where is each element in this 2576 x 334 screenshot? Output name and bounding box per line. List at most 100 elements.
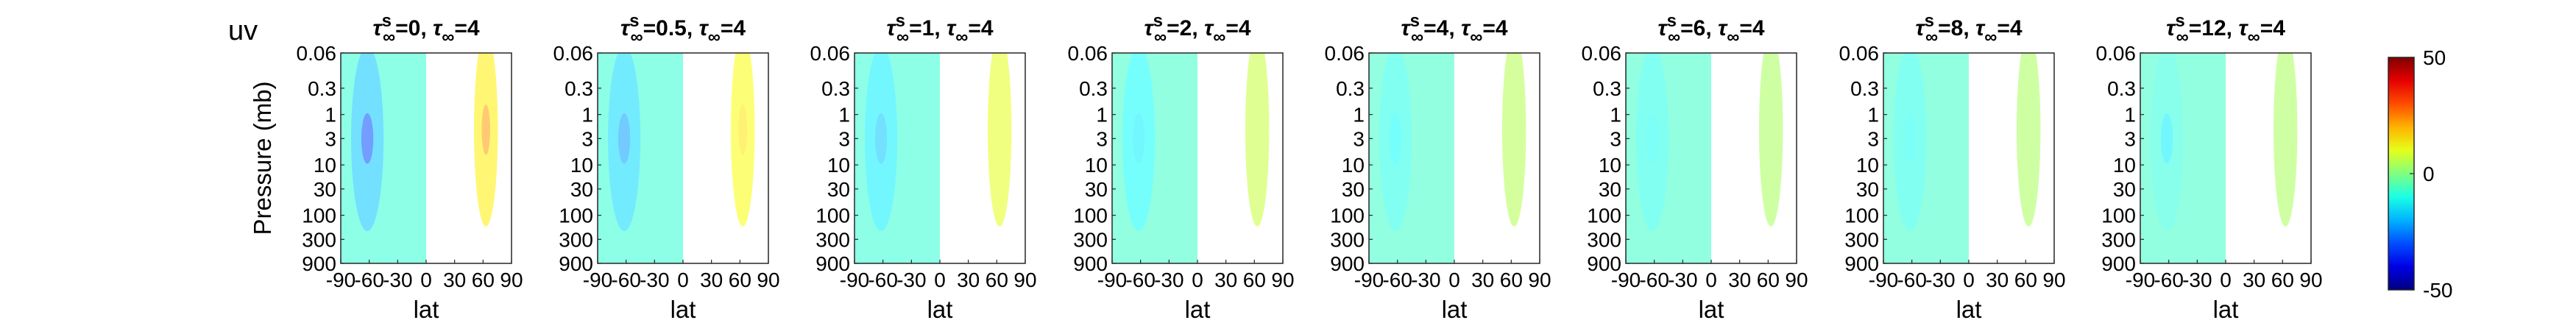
- x-tick-label: 30: [700, 269, 723, 291]
- x-tick-label: -90: [1611, 269, 1641, 291]
- y-tick-label: 0.06: [1839, 42, 1880, 65]
- x-tick-label: 60: [729, 269, 751, 291]
- panel-title: τs ∞=4, τ∞=4: [1401, 11, 1508, 47]
- x-tick-label: 0: [1448, 269, 1460, 291]
- y-tick-label: 900: [559, 252, 593, 275]
- x-tick-label: 30: [1214, 269, 1237, 291]
- x-tick-label: 30: [1986, 269, 2009, 291]
- y-tick-label: 100: [1073, 205, 1108, 227]
- y-tick-label: 100: [815, 205, 850, 227]
- x-tick-label: 0: [1963, 269, 1975, 291]
- x-axis-label: lat: [1699, 296, 1724, 323]
- y-tick-label: 100: [1330, 205, 1365, 227]
- x-tick-label: -90: [1869, 269, 1898, 291]
- y-tick-label: 900: [1587, 252, 1621, 275]
- northern-jet-core: [1766, 104, 1775, 155]
- y-tick-label: 0.06: [2096, 42, 2137, 65]
- panel-title: τs ∞=0, τ∞=4: [372, 11, 480, 47]
- figure-label: uv: [228, 15, 258, 46]
- colorbar: 50 0 -50: [2388, 46, 2452, 302]
- y-tick-label: 30: [827, 178, 850, 201]
- y-tick-label: 0.3: [1593, 77, 1621, 100]
- colorbar-tick-label: 0: [2423, 163, 2435, 185]
- y-tick-label: 300: [1073, 228, 1108, 251]
- x-tick-label: -60: [1125, 269, 1155, 291]
- y-tick-label: 30: [570, 178, 593, 201]
- y-tick-label: 1: [1353, 104, 1365, 127]
- y-tick-label: 0.3: [821, 77, 850, 100]
- x-tick-label: 60: [472, 269, 495, 291]
- southern-jet-core: [1646, 113, 1659, 164]
- y-tick-label: 0.06: [1325, 42, 1365, 65]
- y-tick-label: 300: [815, 228, 850, 251]
- x-tick-label: 90: [500, 269, 523, 291]
- y-tick-label: 300: [1587, 228, 1621, 251]
- southern-jet-core: [2160, 113, 2173, 164]
- y-tick-label: 0.3: [1079, 77, 1108, 100]
- x-tick-label: 30: [957, 269, 980, 291]
- x-tick-label: 0: [677, 269, 689, 291]
- panel-title: τs ∞=1, τ∞=4: [886, 11, 994, 47]
- y-tick-label: 300: [2101, 228, 2136, 251]
- y-tick-label: 3: [1867, 127, 1879, 150]
- x-tick-label: 30: [443, 269, 466, 291]
- y-tick-label: 3: [2124, 127, 2136, 150]
- y-tick-label: 300: [559, 228, 593, 251]
- x-tick-label: 60: [1500, 269, 1523, 291]
- y-tick-label: 10: [1085, 154, 1108, 177]
- southern-jet-core: [874, 113, 888, 164]
- y-tick-label: 30: [1342, 178, 1365, 201]
- y-tick-label: 100: [2101, 205, 2136, 227]
- panel-title: τs ∞=0.5, τ∞=4: [620, 11, 746, 47]
- x-tick-label: 0: [1705, 269, 1717, 291]
- northern-jet-core: [995, 104, 1004, 155]
- y-tick-label: 100: [302, 205, 336, 227]
- panel-title: τs ∞=2, τ∞=4: [1144, 11, 1251, 47]
- panel-field: [1369, 53, 1540, 263]
- y-tick-label: 10: [1856, 154, 1879, 177]
- x-tick-label: -90: [840, 269, 869, 291]
- x-tick-label: 90: [1271, 269, 1294, 291]
- x-tick-label: -30: [383, 269, 412, 291]
- x-tick-label: -90: [1354, 269, 1384, 291]
- x-axis-label: lat: [414, 296, 439, 323]
- y-tick-label: 0.3: [308, 77, 336, 100]
- y-tick-label: 1: [1096, 104, 1108, 127]
- y-tick-label: 0.06: [297, 42, 337, 65]
- panel-field: [1626, 53, 1797, 263]
- y-tick-label: 30: [1856, 178, 1879, 201]
- x-tick-label: 90: [2299, 269, 2322, 291]
- y-tick-label: 100: [1587, 205, 1621, 227]
- y-tick-label: 1: [838, 104, 850, 127]
- y-tick-label: 10: [570, 154, 593, 177]
- x-tick-label: 60: [1757, 269, 1780, 291]
- x-axis-label: lat: [1442, 296, 1468, 323]
- y-tick-label: 1: [325, 104, 336, 127]
- y-tick-label: 900: [1844, 252, 1879, 275]
- y-tick-label: 0.3: [2107, 77, 2136, 100]
- colorbar-tick-label: 50: [2423, 46, 2446, 69]
- y-tick-label: 3: [581, 127, 593, 150]
- x-tick-label: 60: [2014, 269, 2037, 291]
- y-tick-label: 3: [1610, 127, 1621, 150]
- y-tick-label: 900: [1073, 252, 1108, 275]
- x-tick-label: 90: [757, 269, 779, 291]
- southern-jet-core: [361, 113, 374, 164]
- y-tick-label: 900: [1330, 252, 1365, 275]
- x-tick-label: -60: [1639, 269, 1669, 291]
- y-tick-label: 1: [1867, 104, 1879, 127]
- southern-jet-core: [1389, 113, 1402, 164]
- x-tick-label: -60: [2154, 269, 2183, 291]
- x-tick-label: 0: [2220, 269, 2232, 291]
- x-tick-label: -60: [611, 269, 640, 291]
- x-tick-label: -60: [1382, 269, 1412, 291]
- y-tick-label: 100: [1844, 205, 1879, 227]
- panel-field: [854, 53, 1025, 263]
- x-tick-label: -90: [583, 269, 612, 291]
